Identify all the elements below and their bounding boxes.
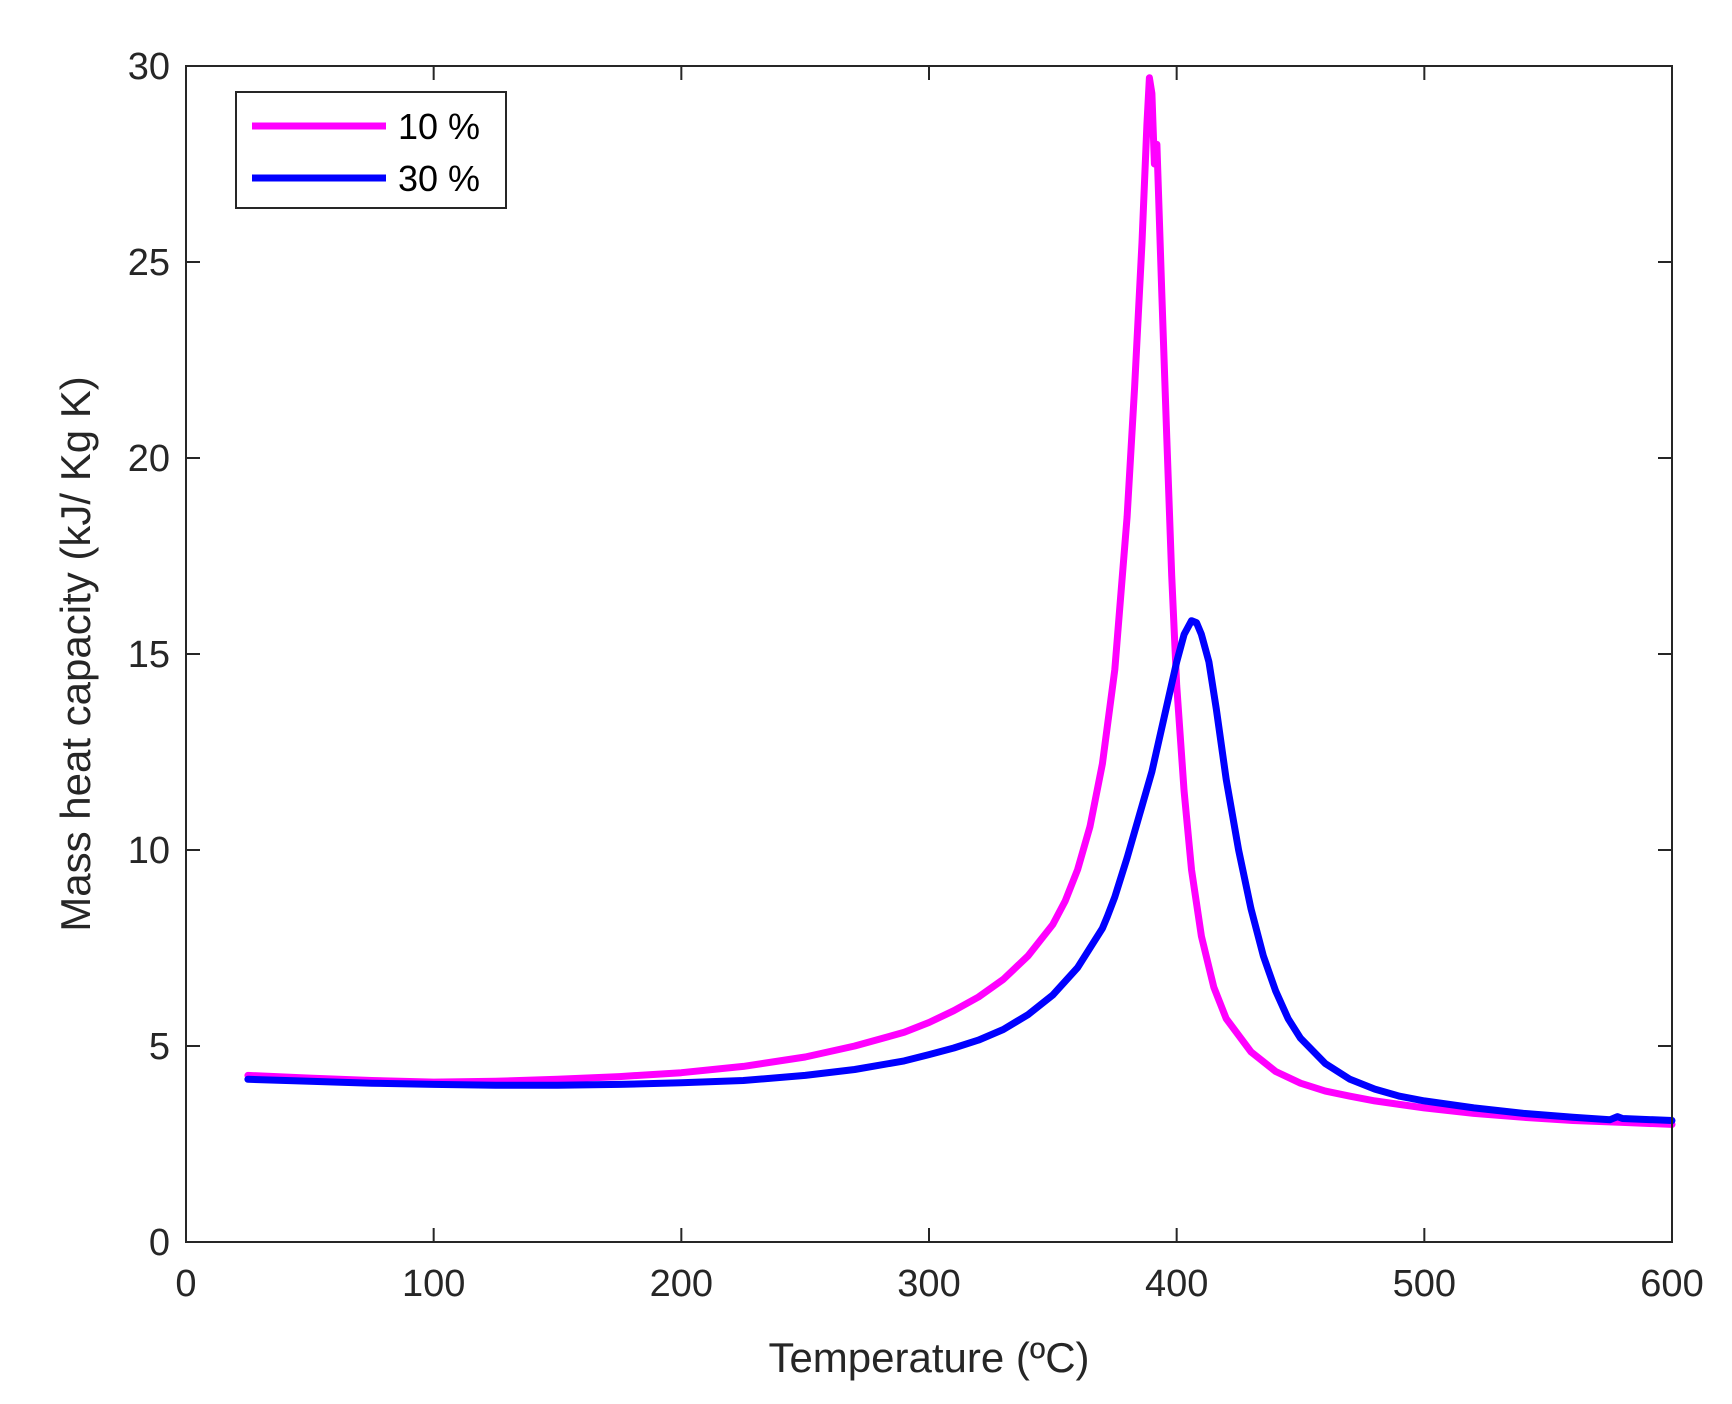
- series-layer: [244, 74, 1676, 1128]
- x-tick-label: 300: [897, 1263, 960, 1305]
- x-tick-label: 200: [650, 1263, 713, 1305]
- legend-entry-10-percent: 10 %: [398, 106, 480, 147]
- y-tick-label: 10: [128, 830, 170, 872]
- x-axis-label: Temperature (ºC): [768, 1334, 1089, 1381]
- x-tick-label: 100: [402, 1263, 465, 1305]
- y-tick-label: 5: [149, 1026, 170, 1068]
- ticks-layer: 0 100 200 300 400 500 600 0 5 10 15 20 25 30: [128, 46, 1704, 1305]
- legend: 10 % 30 %: [235, 91, 507, 209]
- y-tick-label: 30: [128, 46, 170, 88]
- legend-entry-30-percent: 30 %: [398, 158, 480, 199]
- y-tick-label: 15: [128, 634, 170, 676]
- x-tick-label: 400: [1145, 1263, 1208, 1305]
- series-line-30-percent: [244, 617, 1676, 1124]
- x-tick-label: 600: [1640, 1263, 1703, 1305]
- legend-box: [235, 91, 507, 209]
- x-tick-label: 0: [175, 1263, 196, 1305]
- y-tick-label: 20: [128, 438, 170, 480]
- y-axis-label: Mass heat capacity (kJ/ Kg K): [52, 376, 99, 932]
- plot-area: [186, 66, 1672, 1242]
- series-line-10-percent: [244, 74, 1676, 1128]
- y-tick-label: 0: [149, 1222, 170, 1264]
- x-tick-label: 500: [1393, 1263, 1456, 1305]
- y-tick-label: 25: [128, 242, 170, 284]
